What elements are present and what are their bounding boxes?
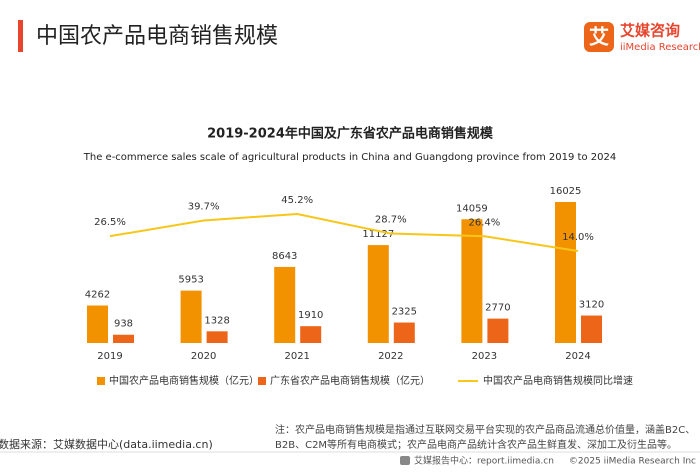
footer-left: 艾媒报告中心：report.iimedia.cn bbox=[414, 455, 554, 467]
bar bbox=[87, 305, 108, 343]
value-label: 11127 bbox=[362, 229, 394, 240]
growth-line bbox=[109, 212, 579, 252]
legend-label: 中国农产品电商销售规模同比增速 bbox=[483, 374, 633, 387]
value-label: 14.0% bbox=[562, 232, 594, 243]
bar bbox=[555, 201, 576, 343]
bar bbox=[581, 315, 602, 343]
value-label: 1910 bbox=[298, 310, 323, 321]
logo-en: iiMedia Research bbox=[620, 42, 700, 53]
value-label: 5953 bbox=[178, 275, 203, 286]
value-label: 2770 bbox=[485, 303, 510, 314]
x-tick-label: 2019 bbox=[97, 351, 122, 362]
value-label: 26.4% bbox=[469, 217, 501, 228]
value-label: 938 bbox=[114, 319, 133, 330]
x-tick-label: 2022 bbox=[378, 351, 403, 362]
x-tick-label: 2021 bbox=[284, 351, 309, 362]
legend-swatch bbox=[258, 377, 266, 385]
chart-subtitle: The e-commerce sales scale of agricultur… bbox=[83, 152, 616, 163]
logo-icon: 艾 bbox=[589, 25, 609, 49]
value-label: 16025 bbox=[550, 186, 582, 197]
footer-right: ©2025 iiMedia Research Inc bbox=[569, 457, 696, 467]
legend-label: 广东省农产品电商销售规模（亿元） bbox=[270, 374, 430, 387]
legend-label: 中国农产品电商销售规模（亿元） bbox=[109, 374, 259, 387]
value-label: 26.5% bbox=[94, 217, 126, 228]
x-tick-label: 2024 bbox=[565, 351, 590, 362]
bar bbox=[393, 322, 415, 343]
footer-icon bbox=[400, 456, 410, 465]
bar bbox=[367, 245, 389, 343]
bar bbox=[487, 318, 509, 343]
logo-box bbox=[584, 22, 614, 52]
legend-swatch bbox=[97, 377, 105, 385]
value-label: 1328 bbox=[204, 315, 229, 326]
value-label: 3120 bbox=[579, 300, 604, 311]
bar bbox=[274, 266, 296, 343]
logo-cn: 艾媒咨询 bbox=[620, 22, 680, 40]
value-label: 2325 bbox=[392, 307, 417, 318]
value-label: 45.2% bbox=[281, 195, 313, 206]
value-label: 4262 bbox=[85, 289, 110, 300]
value-label: 14059 bbox=[456, 203, 488, 214]
page-title: 中国农产品电商销售规模 bbox=[36, 24, 278, 49]
x-tick-label: 2020 bbox=[191, 351, 216, 362]
note: B2B、C2M等所有电商模式；农产品电商产品统计含农产品生鲜直发、深加工及衍生品… bbox=[275, 438, 677, 451]
title-accent bbox=[18, 20, 23, 52]
value-label: 39.7% bbox=[188, 202, 220, 213]
source: 数据来源：艾媒数据中心(data.iimedia.cn) bbox=[0, 437, 213, 451]
bar bbox=[206, 331, 228, 343]
bar bbox=[113, 334, 134, 343]
bar bbox=[300, 326, 322, 343]
x-tick-label: 2023 bbox=[472, 351, 497, 362]
bar bbox=[180, 290, 202, 343]
bar bbox=[461, 219, 483, 343]
note: 注：农产品电商销售规模是指通过互联网交易平台实现的农产品商品流通总价值量，涵盖B… bbox=[275, 423, 695, 436]
chart-title: 2019-2024年中国及广东省农产品电商销售规模 bbox=[207, 126, 494, 142]
value-label: 8643 bbox=[272, 251, 297, 262]
value-label: 28.7% bbox=[375, 215, 407, 226]
